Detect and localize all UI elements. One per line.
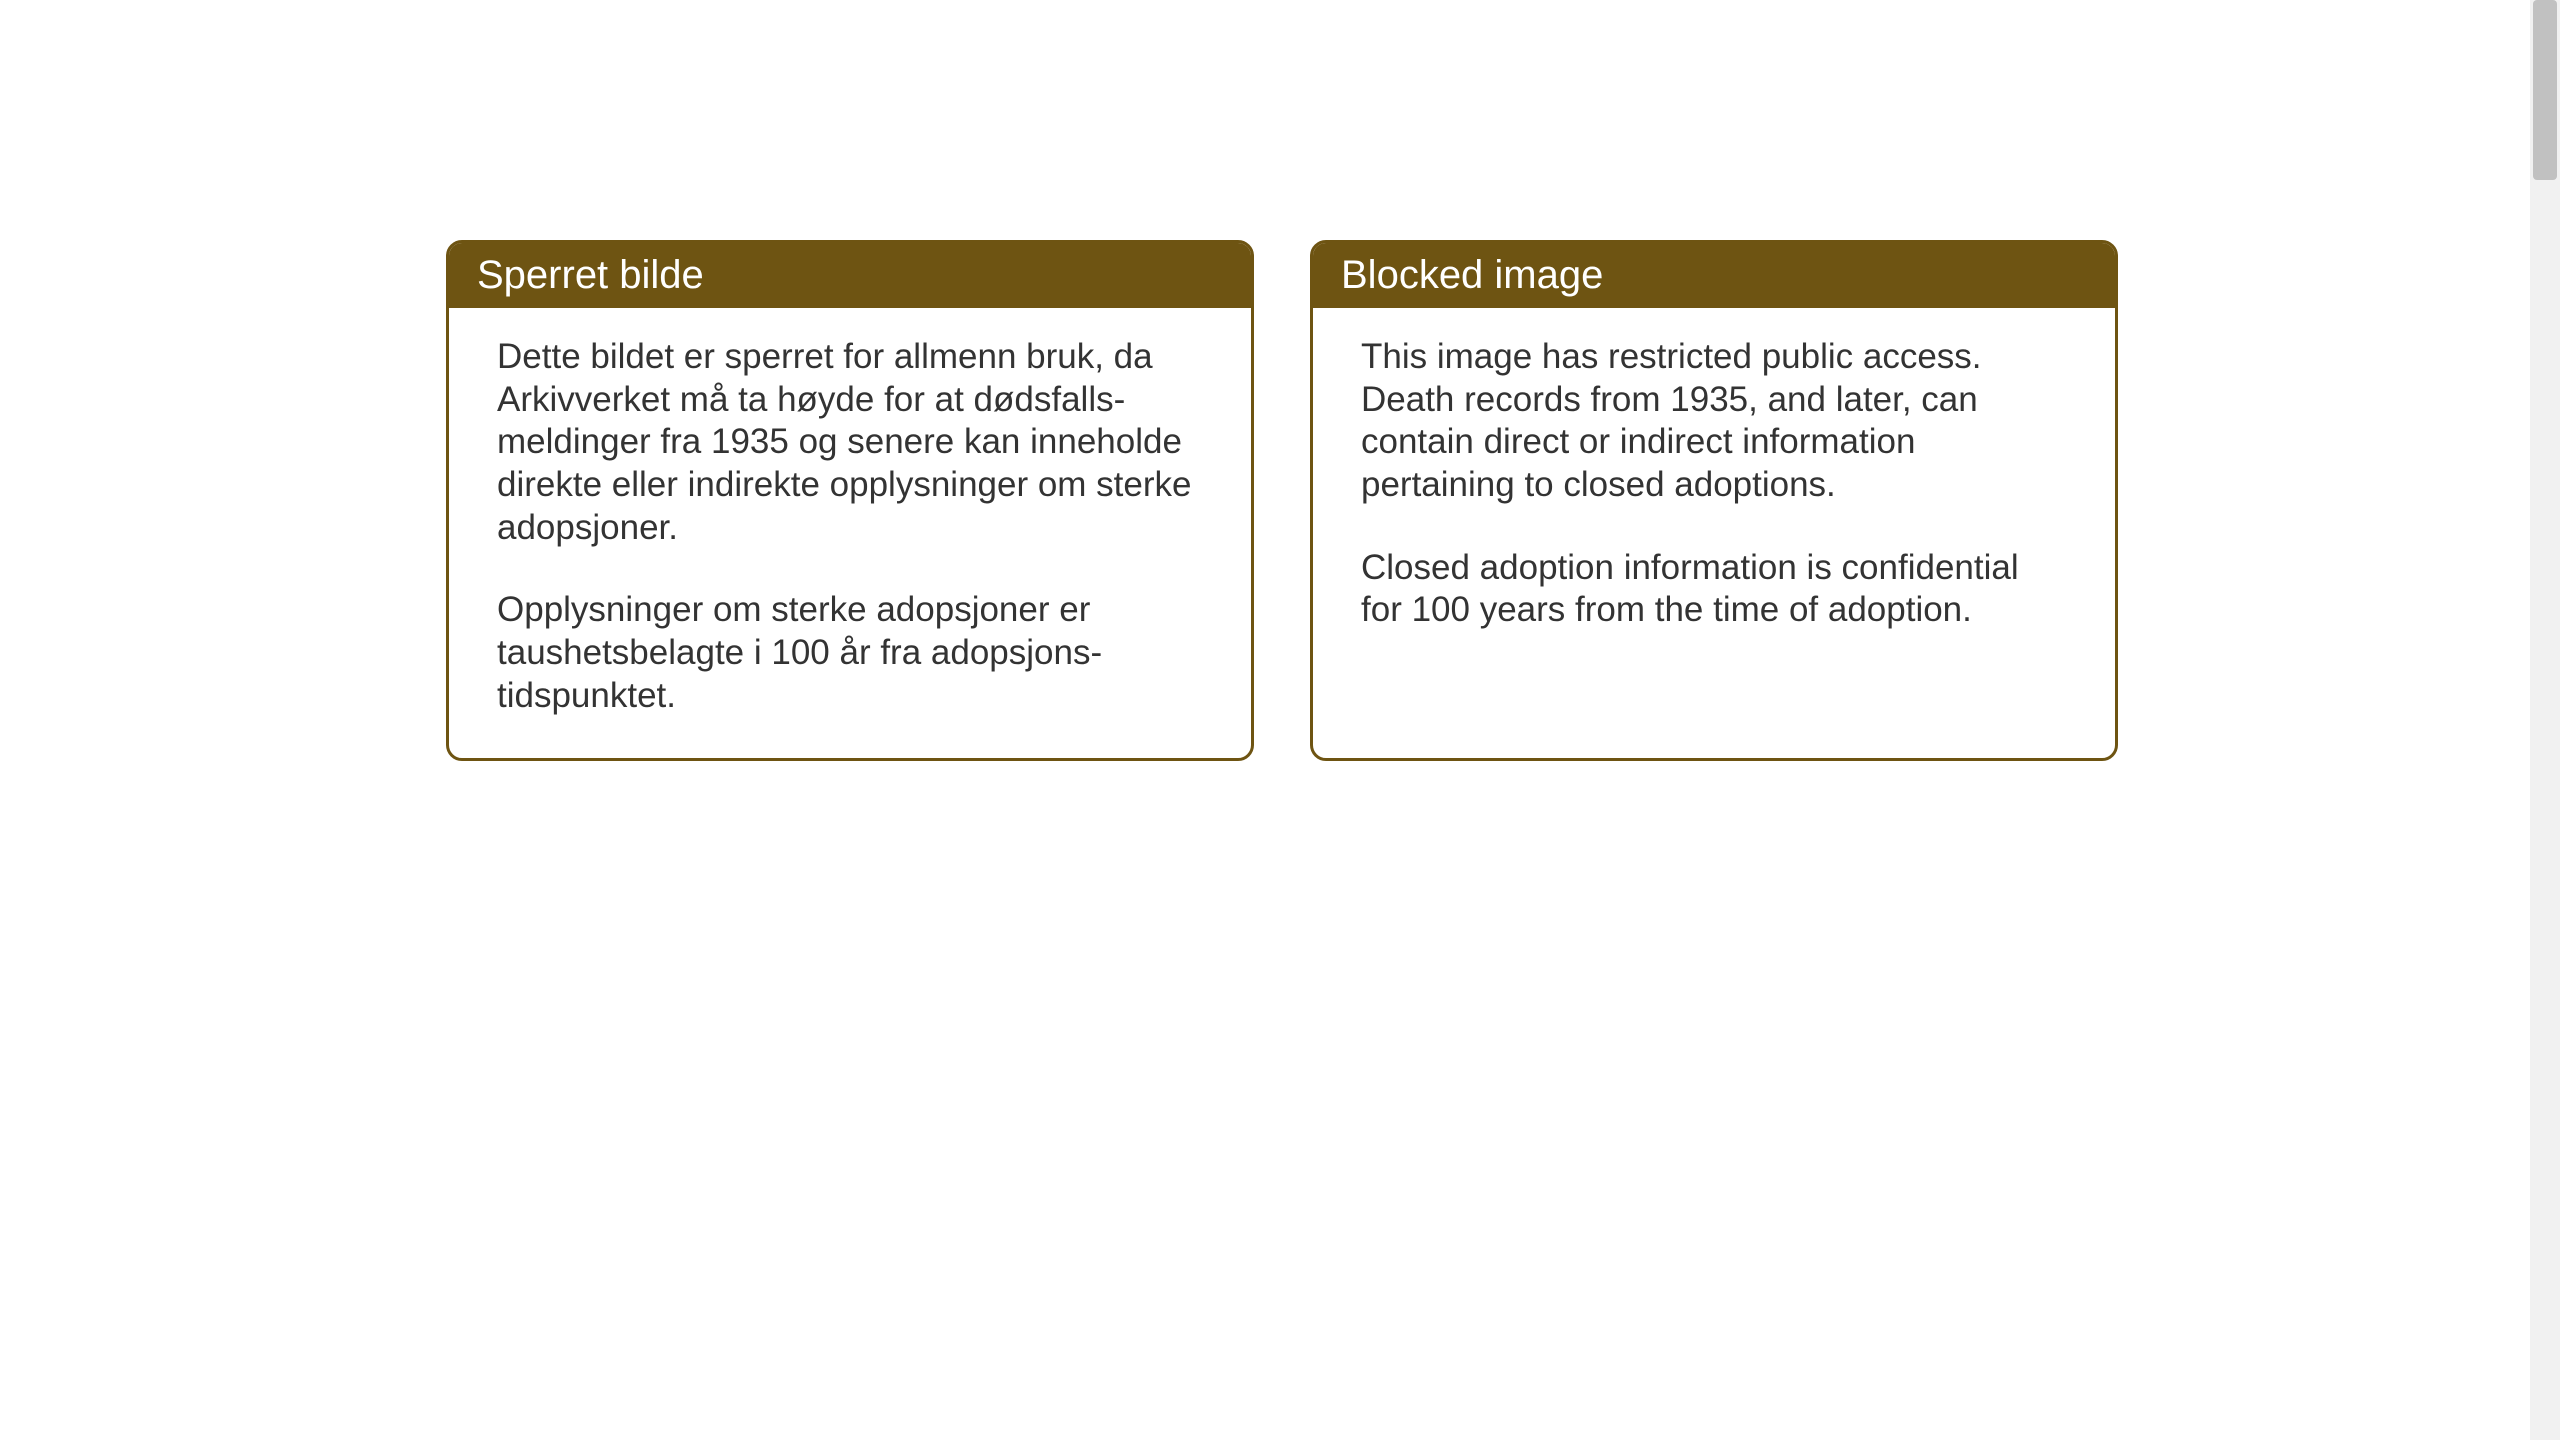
notice-header-norwegian: Sperret bilde [449,243,1251,308]
notice-box-english: Blocked image This image has restricted … [1310,240,2118,761]
notice-body-norwegian: Dette bildet er sperret for allmenn bruk… [449,308,1251,758]
notice-box-norwegian: Sperret bilde Dette bildet er sperret fo… [446,240,1254,761]
notice-title-english: Blocked image [1341,253,1603,297]
notice-paragraph-2-norwegian: Opplysninger om sterke adopsjoner er tau… [497,589,1203,717]
notice-title-norwegian: Sperret bilde [477,253,704,297]
notice-paragraph-2-english: Closed adoption information is confident… [1361,547,2067,632]
notice-body-english: This image has restricted public access.… [1313,308,2115,672]
scrollbar-thumb[interactable] [2533,0,2557,180]
notice-paragraph-1-norwegian: Dette bildet er sperret for allmenn bruk… [497,336,1203,549]
notice-container: Sperret bilde Dette bildet er sperret fo… [446,240,2118,761]
vertical-scrollbar[interactable] [2530,0,2560,1440]
notice-header-english: Blocked image [1313,243,2115,308]
notice-paragraph-1-english: This image has restricted public access.… [1361,336,2067,507]
